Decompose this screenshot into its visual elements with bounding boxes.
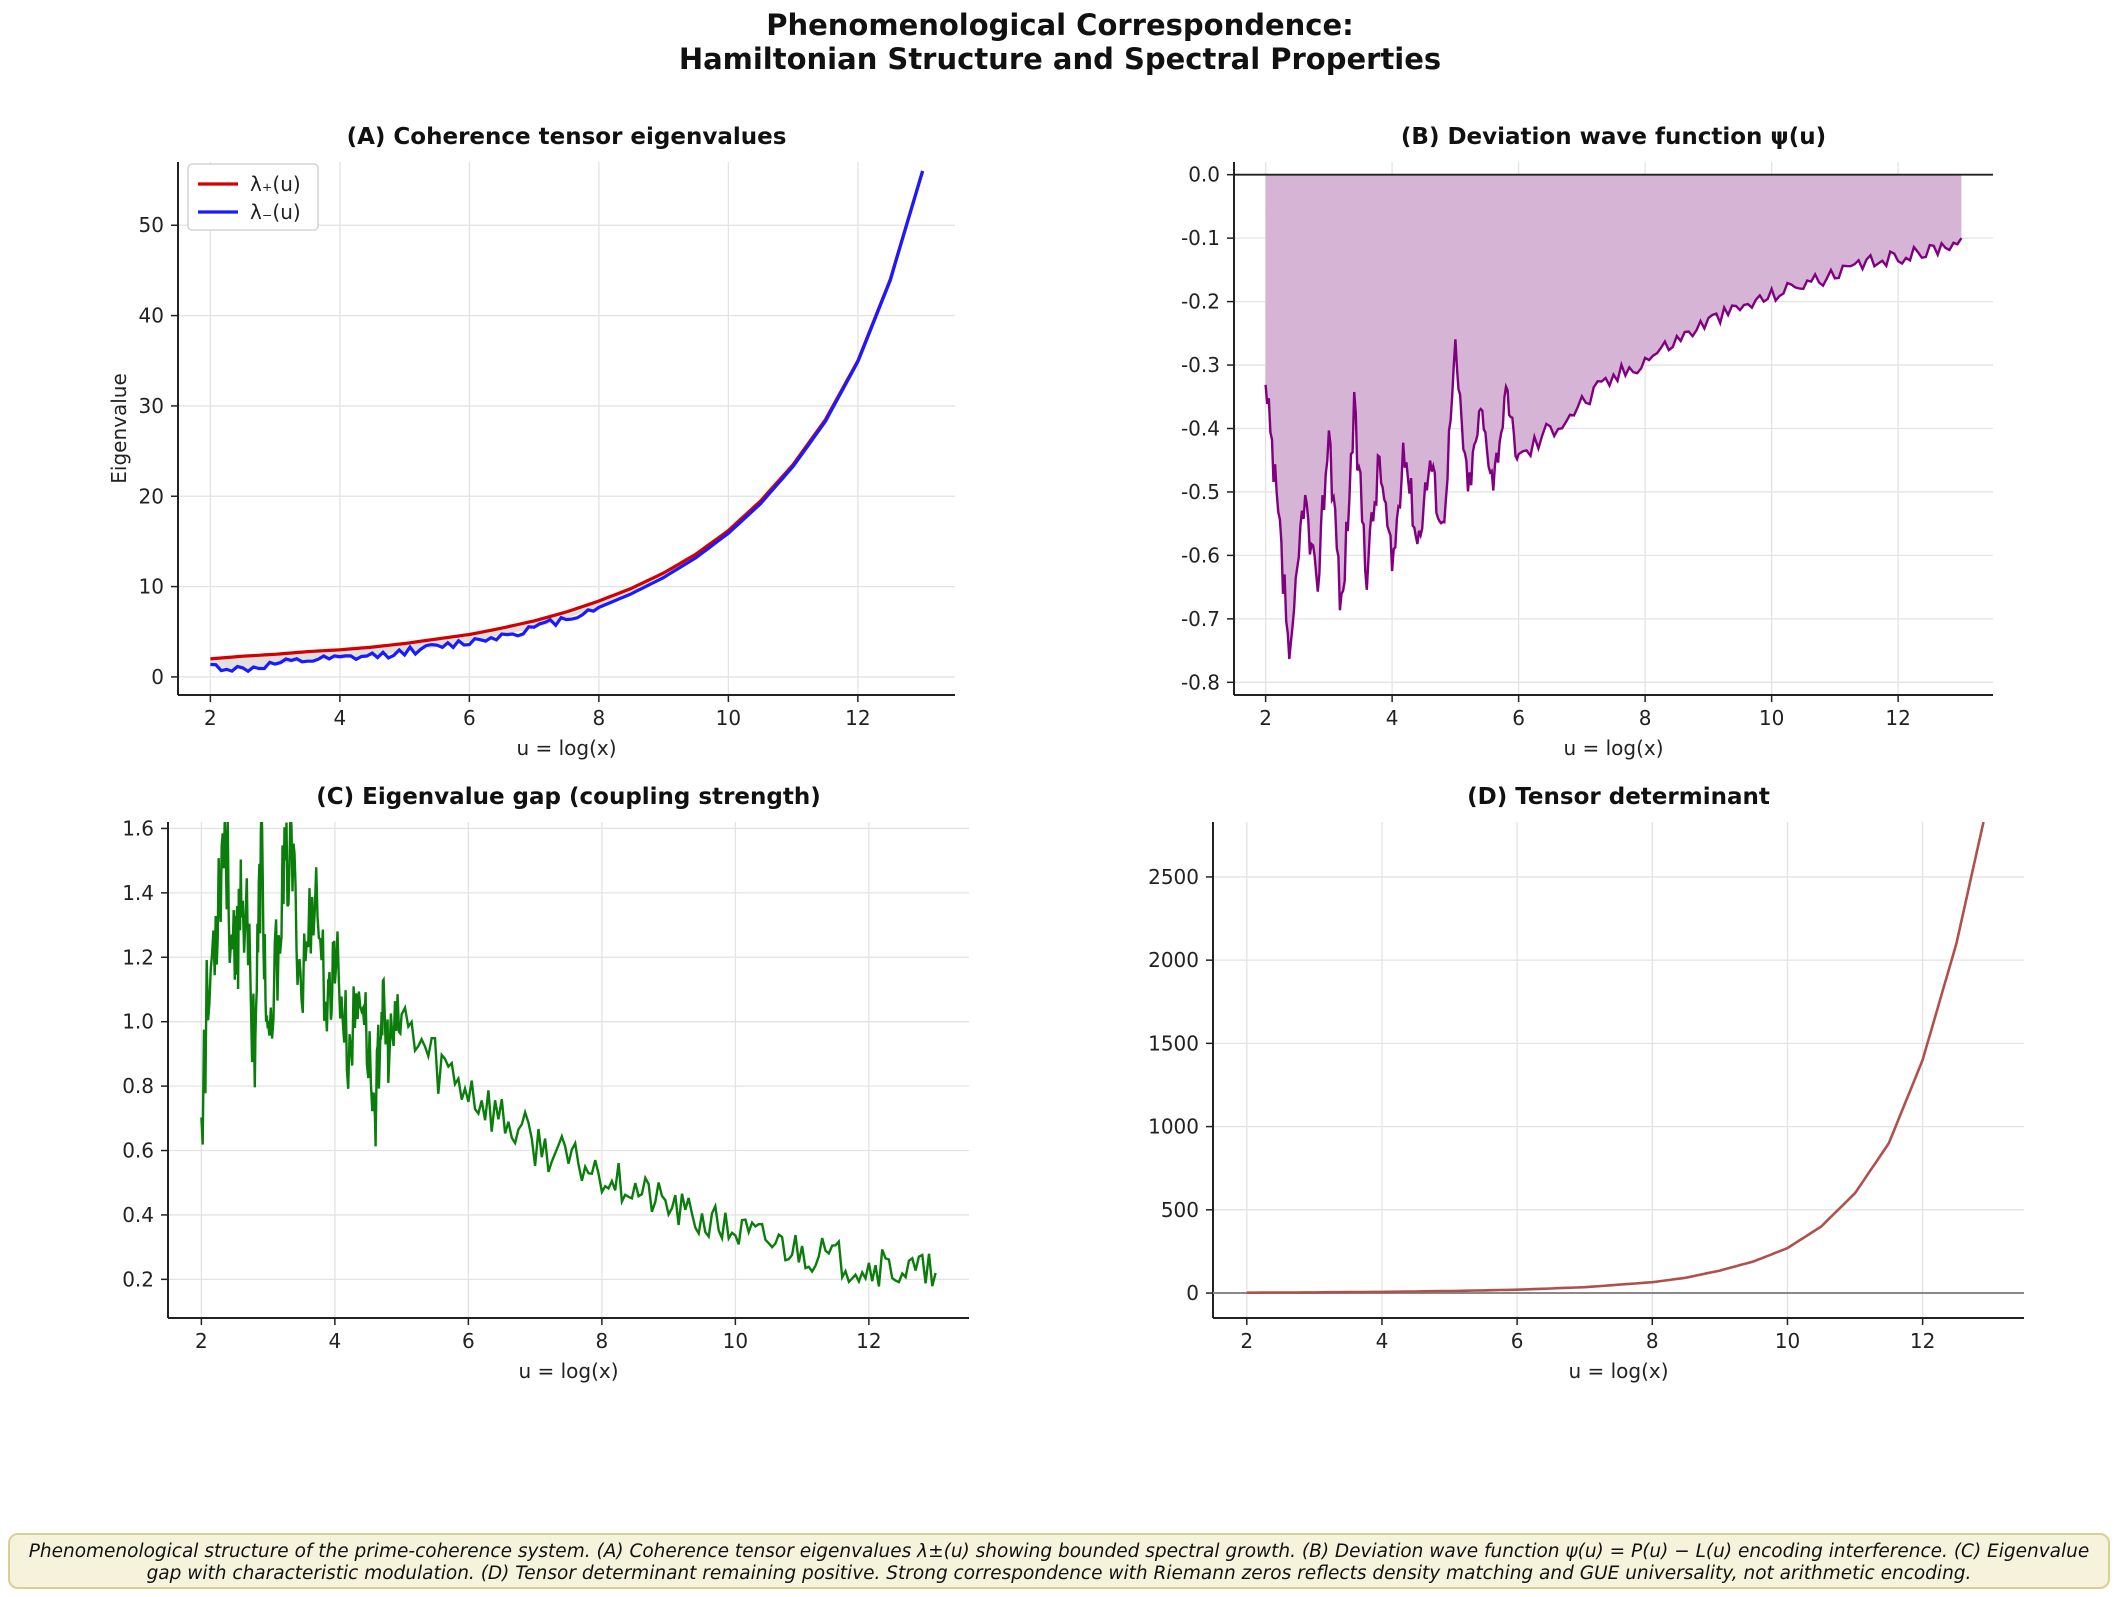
y-tick-label: 1.2 — [122, 945, 154, 969]
y-tick-label: 10 — [139, 575, 164, 599]
x-tick-label: 10 — [1759, 706, 1784, 730]
y-tick-label: 0.4 — [122, 1203, 154, 1227]
y-tick-label: -0.1 — [1181, 226, 1220, 250]
chart-title: (C) Eigenvalue gap (coupling strength) — [316, 784, 821, 810]
y-tick-label: -0.4 — [1181, 417, 1220, 441]
plot-area — [1213, 822, 2024, 1295]
y-axis-label: Eigenvalue — [107, 373, 131, 484]
chart-title: (D) Tensor determinant — [1467, 784, 1770, 810]
y-tick-label: -0.6 — [1181, 543, 1220, 567]
chart-panel-c: 2 4 6 8 10 12 0.2 0.4 0.6 0.8 1.0 1.2 1.4 1.6 (C) Eige… — [122, 784, 969, 1383]
y-tick-label: 1.4 — [122, 881, 154, 905]
x-tick-label: 2 — [1240, 1329, 1253, 1353]
x-axis-label: u = log(x) — [516, 736, 616, 760]
plot-area — [1234, 173, 1993, 660]
x-tick-label: 2 — [195, 1329, 208, 1353]
y-tick-label: 0.8 — [122, 1074, 154, 1098]
y-tick-label: 1.6 — [122, 816, 154, 840]
x-tick-label: 10 — [716, 706, 741, 730]
y-tick-label: -0.3 — [1181, 353, 1220, 377]
figure-title-line-2: Hamiltonian Structure and Spectral Prope… — [678, 42, 1442, 76]
y-tick-label: 30 — [139, 394, 164, 418]
x-tick-label: 8 — [1646, 1329, 1659, 1353]
y-tick-label: 2000 — [1148, 948, 1199, 972]
series-lambda-minus-line — [210, 170, 925, 674]
figure-title: Phenomenological Correspondence: Hamilto… — [0, 8, 2120, 76]
chart-panel-b: 2 4 6 8 10 12 0.0 -0.1 -0.2 -0.3 -0.4 -0.5 -0.6 -0.7 -… — [1181, 124, 1993, 760]
det-line — [1246, 822, 1985, 1294]
y-tick-label: 0 — [1186, 1281, 1199, 1305]
legend-label: λ₋(u) — [250, 200, 301, 224]
y-tick-label: -0.5 — [1181, 480, 1220, 504]
y-tick-label: 0.6 — [122, 1139, 154, 1163]
plot-area — [200, 822, 937, 1287]
y-tick-label: 0 — [151, 665, 164, 689]
x-tick-label: 4 — [334, 706, 347, 730]
y-tick-label: 0.0 — [1188, 163, 1220, 187]
y-tick-label: 1.0 — [122, 1010, 154, 1034]
figure-caption: Phenomenological structure of the prime-… — [8, 1533, 2110, 1589]
y-tick-label: -0.7 — [1181, 607, 1220, 631]
x-tick-label: 6 — [462, 1329, 475, 1353]
x-axis-label: u = log(x) — [518, 1359, 618, 1383]
psi-area-fill — [1265, 174, 1962, 659]
x-tick-label: 10 — [1775, 1329, 1800, 1353]
chart-title: (A) Coherence tensor eigenvalues — [347, 124, 787, 150]
x-tick-label: 4 — [1386, 706, 1399, 730]
x-tick-label: 6 — [1512, 706, 1525, 730]
gap-line — [200, 822, 937, 1287]
x-tick-label: 4 — [1376, 1329, 1389, 1353]
chart-title: (B) Deviation wave function ψ(u) — [1401, 124, 1826, 150]
x-axis-label: u = log(x) — [1563, 736, 1663, 760]
x-tick-label: 10 — [723, 1329, 748, 1353]
x-tick-label: 12 — [1910, 1329, 1935, 1353]
y-tick-label: 0.2 — [122, 1267, 154, 1291]
legend-label: λ₊(u) — [250, 172, 301, 196]
x-tick-label: 6 — [463, 706, 476, 730]
psi-line — [1264, 237, 1963, 660]
y-tick-label: 1000 — [1148, 1115, 1199, 1139]
x-tick-label: 2 — [204, 706, 217, 730]
x-tick-label: 2 — [1259, 706, 1272, 730]
legend: λ₊(u) λ₋(u) — [187, 163, 319, 231]
y-tick-label: 2500 — [1148, 865, 1199, 889]
x-tick-label: 12 — [856, 1329, 881, 1353]
figure-title-line-1: Phenomenological Correspondence: — [766, 8, 1354, 42]
x-tick-label: 8 — [1639, 706, 1652, 730]
x-tick-label: 12 — [1885, 706, 1910, 730]
y-tick-label: 20 — [139, 484, 164, 508]
x-tick-label: 6 — [1511, 1329, 1524, 1353]
x-tick-label: 4 — [329, 1329, 342, 1353]
y-tick-label: 40 — [139, 304, 164, 328]
plot-area — [210, 170, 925, 674]
y-tick-label: -0.8 — [1181, 670, 1220, 694]
x-tick-label: 12 — [845, 706, 870, 730]
x-tick-label: 8 — [596, 1329, 609, 1353]
chart-panel-a: 2 4 6 8 10 12 0 10 20 30 40 50 (A) Coherence tensor … — [107, 124, 955, 760]
series-lambda-plus-line — [210, 170, 925, 661]
y-tick-label: 500 — [1161, 1198, 1199, 1222]
y-tick-label: -0.2 — [1181, 290, 1220, 314]
x-tick-label: 8 — [593, 706, 606, 730]
x-axis-label: u = log(x) — [1568, 1359, 1668, 1383]
y-tick-label: 50 — [139, 213, 164, 237]
chart-panel-d: 2 4 6 8 10 12 0 500 1000 1500 2000 2500 (D) Tensor d… — [1148, 784, 2024, 1383]
eigen-gap-fill — [210, 171, 923, 670]
y-tick-label: 1500 — [1148, 1031, 1199, 1055]
